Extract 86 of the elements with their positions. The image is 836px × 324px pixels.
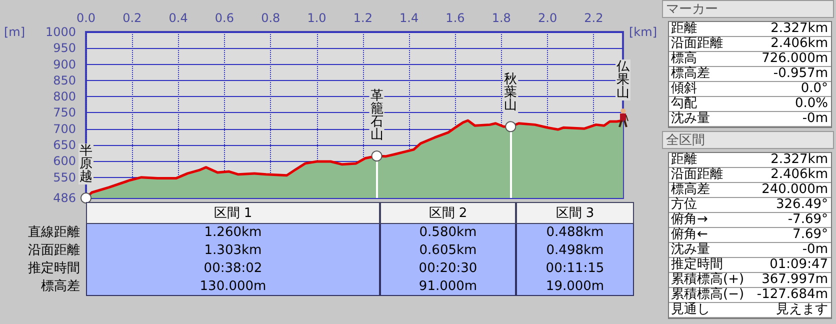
category-label: 区間 1 <box>86 202 380 224</box>
category-label: 累積標高(+) <box>671 272 744 287</box>
category-label: 標高 <box>671 51 697 66</box>
x-tick-label: 1.6 <box>446 11 465 25</box>
category-label: 区間 3 <box>516 202 634 224</box>
category-label: 推定時間 <box>671 257 723 272</box>
text: 00:38:02 <box>204 261 262 276</box>
category-label: 沿面距離 <box>28 243 80 258</box>
category-label: 沿面距離 <box>671 36 723 51</box>
y-tick-label: 1000 <box>45 25 76 39</box>
x-tick-label: 1.8 <box>492 11 511 25</box>
text: 00:11:15 <box>546 261 604 276</box>
text: 726.000m <box>762 51 828 66</box>
text: 0.0% <box>794 96 828 111</box>
y-tick-label: 650 <box>53 138 76 152</box>
y-axis-title: [m] <box>4 25 26 39</box>
x-tick-label: 0.4 <box>168 11 188 25</box>
category-label: 沿面距離 <box>671 167 723 182</box>
x-tick-label: 1.4 <box>400 11 419 25</box>
text: 01:09:47 <box>770 257 828 272</box>
text: 1.303km <box>204 243 262 258</box>
category-label: 俯角→ <box>671 212 708 227</box>
x-tick-label: 2.0 <box>538 11 558 25</box>
category-label: 累積標高(−) <box>671 287 744 302</box>
text: 00:20:30 <box>418 261 478 276</box>
text: -127.684m <box>756 287 828 302</box>
y-tick-label: 900 <box>53 57 76 72</box>
text: 0.488km <box>546 225 604 240</box>
x-tick-label: 1.0 <box>307 11 326 25</box>
text: -7.69° <box>788 212 828 227</box>
annotation: 革籠石山 <box>370 88 384 143</box>
category-label: 方位 <box>671 197 697 212</box>
annotation: 秋葉山 <box>504 72 518 114</box>
category-label: 傾斜 <box>671 81 697 96</box>
y-tick-label: 550 <box>53 170 76 184</box>
text: 2.406km <box>770 167 828 182</box>
x-tick-label: 0.8 <box>261 11 280 25</box>
text: -0m <box>802 242 828 257</box>
category-label: 沈み量 <box>671 242 710 257</box>
category-label: 沈み量 <box>671 111 710 126</box>
category-label: 標高差 <box>671 182 710 197</box>
text: -0.957m <box>773 66 828 81</box>
text: 1.260km <box>204 225 262 240</box>
text: 0.580km <box>419 225 477 240</box>
text: 367.997m <box>762 272 828 287</box>
category-label: 標高差 <box>41 279 80 294</box>
text: 0.605km <box>419 243 477 258</box>
category-label: 距離 <box>671 21 697 36</box>
category-label: 直線距離 <box>28 225 80 240</box>
y-tick-label: 750 <box>53 106 76 120</box>
text: 2.327km <box>770 152 828 167</box>
x-axis-title: [km] <box>629 25 658 39</box>
y-tick-label: 486 <box>53 191 76 205</box>
annotation: 仏果山 <box>616 59 630 100</box>
y-tick-label: 700 <box>53 122 76 136</box>
text: 2.406km <box>770 36 828 51</box>
x-tick-label: 0.2 <box>122 11 142 25</box>
text: 130.000m <box>200 279 266 294</box>
annotation: 半原越 <box>80 144 92 184</box>
x-tick-label: 0.0 <box>76 11 96 25</box>
text: 見えます <box>776 302 828 317</box>
text: 0.0° <box>800 81 828 96</box>
y-tick-label: 850 <box>53 73 76 88</box>
y-tick-label: 950 <box>53 41 76 56</box>
text: -0m <box>802 111 828 126</box>
x-tick-label: 0.6 <box>214 11 234 25</box>
category-label: 見通し <box>671 302 710 317</box>
category-label: 区間 2 <box>380 202 516 224</box>
text: 326.49° <box>776 197 828 212</box>
text: マーカー <box>662 0 834 18</box>
text: 19.000m <box>546 279 604 294</box>
text: 7.69° <box>792 227 828 242</box>
y-tick-label: 600 <box>53 154 76 168</box>
y-tick-label: 800 <box>53 90 76 104</box>
text: 全区間 <box>662 131 834 149</box>
text: 240.000m <box>762 182 828 197</box>
x-tick-label: 2.2 <box>584 11 604 25</box>
x-tick-label: 1.2 <box>353 11 372 25</box>
text: 0.498km <box>546 243 604 258</box>
text: 2.327km <box>770 21 828 36</box>
category-label: 距離 <box>671 152 697 167</box>
text: 91.000m <box>418 279 478 294</box>
category-label: 俯角← <box>671 227 708 242</box>
category-label: 勾配 <box>671 96 697 111</box>
category-label: 推定時間 <box>28 261 80 276</box>
category-label: 標高差 <box>671 66 710 81</box>
